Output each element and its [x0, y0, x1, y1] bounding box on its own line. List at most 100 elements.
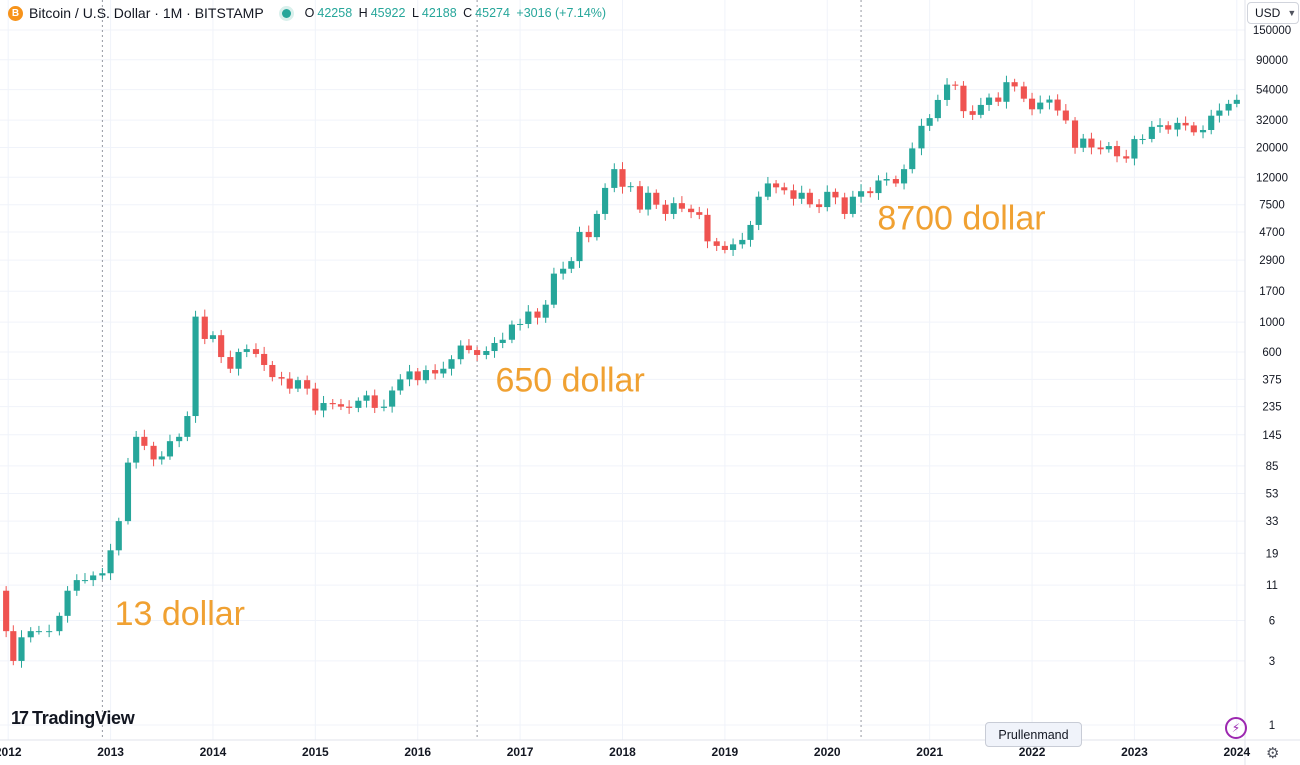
candle-body: [312, 388, 319, 411]
lightning-icon[interactable]: ⚡: [1225, 717, 1247, 739]
candle-body: [209, 335, 217, 339]
x-tick-label: 2021: [916, 745, 943, 759]
market-status-dot[interactable]: [281, 8, 291, 18]
candle-body: [64, 590, 71, 616]
y-tick-label: 12000: [1256, 172, 1288, 184]
x-tick-label: 2024: [1223, 745, 1250, 759]
candle-body: [611, 169, 618, 188]
candle-body: [184, 416, 191, 437]
candle-body: [534, 311, 541, 318]
candle-body: [985, 97, 993, 105]
candle-body: [243, 349, 250, 352]
candle-body: [755, 196, 762, 225]
y-tick-label: 150000: [1253, 25, 1291, 37]
candle-body: [192, 316, 199, 417]
candle-body: [525, 311, 532, 324]
candle-body: [713, 241, 720, 246]
candle-body: [653, 192, 660, 205]
candle-body: [550, 273, 557, 305]
candle-body: [141, 436, 148, 446]
candle-body: [832, 191, 839, 198]
candle-body: [1190, 125, 1197, 133]
candle-body: [1020, 86, 1027, 99]
x-tick-label: 2016: [404, 745, 431, 759]
candle-body: [1139, 138, 1146, 140]
candle-body: [304, 380, 311, 389]
candle-body: [1123, 156, 1130, 159]
y-tick-label: 600: [1262, 347, 1281, 359]
time-axis: 2012 2013 2014 2015 2016 2017 2018 2019 2020 2021…: [0, 739, 1300, 759]
candle-body: [218, 335, 225, 358]
y-tick-label: 32000: [1256, 115, 1288, 127]
x-tick-label: 2020: [814, 745, 841, 759]
y-tick-label: 54000: [1256, 85, 1288, 97]
candle-body: [474, 350, 481, 355]
candle-body: [115, 521, 122, 551]
trash-tooltip: Prullenmand: [985, 722, 1082, 747]
candle-body: [389, 390, 396, 407]
gear-icon[interactable]: ⚙: [1266, 745, 1280, 762]
candle-body: [227, 357, 234, 369]
bitcoin-icon: B: [8, 5, 23, 21]
change-value: +3016 (+7.14%): [516, 6, 607, 20]
candle-body: [252, 349, 260, 354]
ohlc-values: O 42258 H 45922 L 42188 C 45274 +3016 (+7.14…: [304, 6, 607, 20]
candle-body: [1199, 129, 1207, 133]
candle-body: [739, 239, 746, 245]
candle-body: [432, 370, 439, 374]
tradingview-logo[interactable]: 17 TradingView: [11, 708, 135, 729]
candle-body: [568, 261, 575, 269]
candle-body: [1113, 146, 1121, 157]
candle-body: [166, 441, 174, 457]
currency-selector[interactable]: USD ▼: [1247, 2, 1299, 24]
y-tick-label: 53: [1266, 488, 1279, 500]
candle-body: [3, 590, 10, 632]
y-tick-label: 6: [1269, 616, 1275, 628]
candle-body: [371, 395, 378, 408]
open-value: 42258: [317, 6, 353, 20]
candle-body: [176, 436, 183, 442]
candle-body: [1105, 146, 1112, 150]
candle-body: [150, 445, 157, 460]
candle-body: [678, 203, 685, 209]
candle-body: [1046, 99, 1053, 103]
candle-body: [278, 377, 285, 379]
candle-body: [670, 203, 677, 214]
y-tick-label: 85: [1266, 461, 1279, 473]
candle-body: [201, 316, 208, 339]
candle-body: [1028, 98, 1036, 110]
y-tick-label: 90000: [1256, 55, 1288, 67]
y-tick-label: 4700: [1259, 227, 1285, 239]
symbol-title[interactable]: Bitcoin / U.S. Dollar · 1M · BITSTAMP: [29, 5, 264, 21]
candle-body: [585, 231, 592, 238]
candle-body: [926, 118, 933, 126]
candle-body: [269, 364, 276, 378]
candle-body: [1003, 82, 1010, 102]
candle-body: [1071, 120, 1079, 148]
candle-body: [960, 85, 967, 112]
candle-body: [688, 208, 695, 213]
candle-body: [1182, 122, 1189, 126]
candle-body: [773, 183, 780, 188]
logo-text: TradingView: [32, 708, 135, 728]
candle-body: [448, 359, 455, 369]
price-annotation: 650 dollar: [495, 361, 644, 399]
candle-body: [337, 404, 345, 407]
candle-body: [1011, 82, 1018, 87]
candle-body: [867, 191, 874, 194]
candle-body: [1088, 138, 1095, 148]
candle-body: [721, 245, 728, 250]
candle-body: [1131, 139, 1138, 159]
candle-body: [422, 370, 429, 381]
candle-body: [133, 436, 140, 463]
candle-body: [542, 304, 549, 318]
y-tick-label: 1700: [1259, 286, 1285, 298]
chart-header: B Bitcoin / U.S. Dollar · 1M · BITSTAMP …: [8, 3, 609, 23]
candle-body: [483, 351, 490, 355]
candle-body: [1233, 99, 1240, 104]
y-tick-label: 33: [1266, 516, 1279, 528]
price-annotation: 8700 dollar: [877, 200, 1045, 238]
vertical-marker-lines: [101, 0, 862, 740]
candle-body: [46, 631, 53, 633]
